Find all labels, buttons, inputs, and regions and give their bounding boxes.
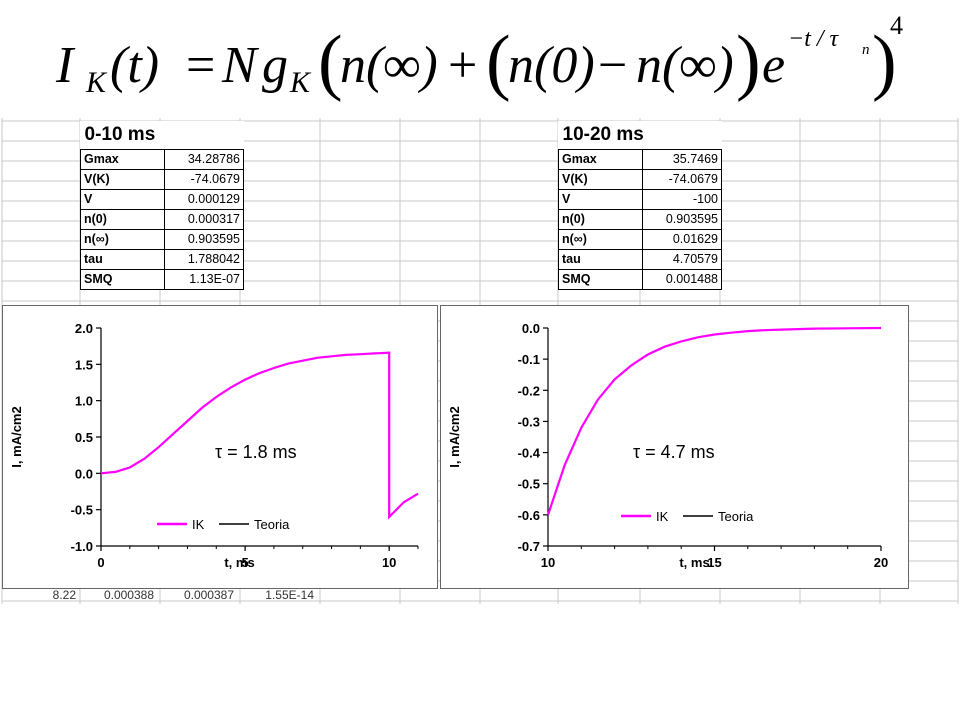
formula-e: e bbox=[762, 37, 785, 94]
formula-n-inf-2: n(∞) bbox=[636, 37, 734, 94]
params-table-0-10: 0-10 ms Gmax 34.28786 V(K) -74.0679 V 0.000… bbox=[80, 121, 244, 290]
chart-0-10ms[interactable]: 2.0 1.5 1.0 0.5 0.0 -0.5 -1.0 0 5 10 t, ms I, mA/cm… bbox=[2, 305, 438, 589]
formula-power: 4 bbox=[890, 11, 903, 40]
tau-annotation: τ = 4.7 ms bbox=[633, 442, 715, 462]
param-value: 0.903595 bbox=[642, 209, 722, 230]
param-label: n(∞) bbox=[80, 229, 165, 250]
formula-n-inf-1: n(∞) bbox=[340, 37, 438, 94]
param-value: 0.903595 bbox=[164, 229, 244, 250]
y-tick-label: -1.0 bbox=[71, 539, 93, 554]
x-tick-label: 5 bbox=[241, 555, 248, 570]
series-line-teoria bbox=[547, 329, 782, 516]
param-label: Gmax bbox=[558, 149, 643, 170]
params-table-10-20: 10-20 ms Gmax 35.7469 V(K) -74.0679 V -100 … bbox=[558, 121, 722, 290]
legend-label-teoria: Teoria bbox=[254, 517, 290, 532]
param-value: -74.0679 bbox=[642, 169, 722, 190]
param-label: SMQ bbox=[80, 269, 165, 290]
y-tick-label: -0.6 bbox=[518, 508, 540, 523]
y-axis-title: I, mA/cm2 bbox=[447, 406, 462, 467]
formula-N: N bbox=[221, 37, 260, 94]
formula-open-paren-1: ( bbox=[318, 21, 343, 103]
param-label: tau bbox=[80, 249, 165, 270]
params-table-title: 10-20 ms bbox=[558, 121, 722, 150]
formula-lhs-t: (t) bbox=[110, 37, 159, 94]
chart-10-20ms[interactable]: 0.0 -0.1 -0.2 -0.3 -0.4 -0.5 -0.6 -0.7 10 15 20 t, … bbox=[440, 305, 909, 589]
x-axis-title: t, ms bbox=[224, 555, 254, 570]
x-axis-title: t, ms bbox=[679, 555, 709, 570]
sheet-cell: 1.55E-14 bbox=[265, 588, 314, 602]
param-value: 34.28786 bbox=[164, 149, 244, 170]
param-value: 1.788042 bbox=[164, 249, 244, 270]
legend-label-teoria: Teoria bbox=[718, 509, 754, 524]
sheet-cell: 0.000388 bbox=[103, 588, 154, 602]
params-table-title: 0-10 ms bbox=[80, 121, 244, 150]
y-tick-label: 1.0 bbox=[75, 394, 93, 409]
param-label: Gmax bbox=[80, 149, 165, 170]
param-label: n(0) bbox=[80, 209, 165, 230]
formula-minus: − bbox=[598, 37, 627, 94]
param-label: n(∞) bbox=[558, 229, 643, 250]
y-tick-label: -0.2 bbox=[518, 383, 540, 398]
param-label: V(K) bbox=[558, 169, 643, 190]
y-tick-label: 0.0 bbox=[75, 466, 93, 481]
y-tick-label: 0.5 bbox=[75, 430, 93, 445]
formula-exponent-sub: n bbox=[862, 42, 870, 58]
formula: I K (t) = N g K ( n(∞) + ( n(0) − n(∞) )… bbox=[55, 11, 903, 103]
x-tick-label: 10 bbox=[541, 555, 555, 570]
param-label: tau bbox=[558, 249, 643, 270]
param-value: 0.01629 bbox=[642, 229, 722, 250]
param-value: 0.000129 bbox=[164, 189, 244, 210]
param-label: n(0) bbox=[558, 209, 643, 230]
param-value: 1.13E-07 bbox=[164, 269, 244, 290]
y-tick-label: 1.5 bbox=[75, 357, 93, 372]
series-line-ik bbox=[100, 351, 419, 520]
y-tick-label: -0.7 bbox=[518, 539, 540, 554]
x-tick-label: 0 bbox=[97, 555, 104, 570]
formula-n0: n(0) bbox=[508, 37, 595, 94]
chart-10-20ms-svg: 0.0 -0.1 -0.2 -0.3 -0.4 -0.5 -0.6 -0.710 15 20 t, … bbox=[447, 321, 888, 570]
sheet-cell: 8.22 bbox=[52, 588, 76, 602]
param-value: -100 bbox=[642, 189, 722, 210]
x-tick-label: 10 bbox=[382, 555, 396, 570]
formula-open-paren-2: ( bbox=[486, 21, 511, 103]
formula-plus: + bbox=[448, 37, 477, 94]
y-axis-title: I, mA/cm2 bbox=[9, 406, 24, 467]
formula-close-paren-2: ) bbox=[736, 21, 761, 103]
x-tick-label: 20 bbox=[874, 555, 888, 570]
legend-label-ik: IK bbox=[656, 509, 669, 524]
y-tick-label: 0.0 bbox=[522, 321, 540, 336]
x-tick-label: 15 bbox=[707, 555, 721, 570]
sheet-cell: 0.000387 bbox=[183, 588, 234, 602]
param-value: 4.70579 bbox=[642, 249, 722, 270]
y-tick-label: -0.1 bbox=[518, 352, 540, 367]
param-value: -74.0679 bbox=[164, 169, 244, 190]
y-tick-label: -0.4 bbox=[518, 446, 541, 461]
series-line-ik bbox=[546, 326, 882, 516]
formula-equals: = bbox=[186, 37, 215, 94]
formula-exponent: −t / τ bbox=[788, 26, 840, 52]
spreadsheet-bottom-row: 8.22 0.000388 0.000387 1.55E-14 bbox=[0, 586, 320, 604]
formula-lhs-K: K bbox=[85, 66, 108, 99]
param-label: SMQ bbox=[558, 269, 643, 290]
y-tick-label: -0.5 bbox=[518, 477, 540, 492]
formula-g: g bbox=[262, 37, 288, 94]
param-label: V bbox=[558, 189, 643, 210]
y-tick-label: 2.0 bbox=[75, 321, 93, 336]
param-label: V(K) bbox=[80, 169, 165, 190]
y-tick-label: -0.5 bbox=[71, 503, 93, 518]
legend-label-ik: IK bbox=[192, 517, 205, 532]
chart-0-10ms-svg: 2.0 1.5 1.0 0.5 0.0 -0.5 -1.0 0 5 10 t, ms I, mA/cm… bbox=[9, 321, 419, 570]
param-value: 0.001488 bbox=[642, 269, 722, 290]
param-value: 0.000317 bbox=[164, 209, 244, 230]
param-label: V bbox=[80, 189, 165, 210]
tau-annotation: τ = 1.8 ms bbox=[215, 442, 297, 462]
param-value: 35.7469 bbox=[642, 149, 722, 170]
y-tick-label: -0.3 bbox=[518, 414, 540, 429]
formula-close-paren-1: ) bbox=[872, 21, 897, 103]
formula-g-K: K bbox=[289, 66, 312, 99]
formula-lhs-I: I bbox=[55, 37, 76, 94]
